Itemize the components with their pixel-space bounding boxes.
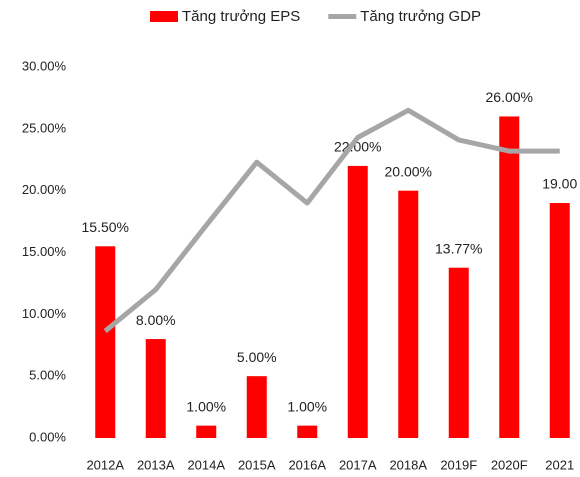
bar [246, 376, 267, 438]
x-tick-label: 2018A [389, 457, 427, 472]
data-label: 13.77% [435, 240, 482, 256]
data-label: 26.00% [486, 89, 533, 105]
bar [145, 339, 166, 438]
bar [448, 267, 469, 438]
data-label: 20.00% [385, 163, 432, 179]
bar [95, 246, 116, 438]
x-tick-label: 2019F [440, 457, 477, 472]
y-tick-label: 15.00% [22, 244, 67, 259]
legend-label: Tăng trưởng EPS [182, 8, 300, 25]
bar [297, 425, 318, 438]
y-tick-label: 25.00% [22, 120, 67, 135]
data-label: 15.50% [82, 219, 129, 235]
data-label: 8.00% [136, 312, 176, 328]
y-tick-label: 30.00% [22, 58, 67, 73]
x-tick-label: 2013A [137, 457, 175, 472]
y-tick-label: 20.00% [22, 182, 67, 197]
data-label: 1.00% [287, 398, 327, 414]
data-label: 1.00% [186, 398, 226, 414]
bar [549, 203, 570, 438]
y-tick-label: 10.00% [22, 306, 67, 321]
x-tick-label: 2016A [288, 457, 326, 472]
line [103, 107, 560, 333]
legend-label: Tăng trưởng GDP [360, 8, 481, 25]
x-tick-label: 2012A [86, 457, 124, 472]
x-tick-label: 2020F [491, 457, 528, 472]
data-label: 5.00% [237, 349, 277, 365]
bar [196, 425, 217, 438]
y-tick-label: 0.00% [29, 429, 66, 444]
legend-swatch [150, 11, 178, 22]
x-tick-label: 2015A [238, 457, 276, 472]
x-tick-label: 2021 [545, 457, 574, 472]
x-tick-label: 2014A [187, 457, 225, 472]
bar [398, 190, 419, 438]
bar [499, 116, 520, 438]
y-tick-label: 5.00% [29, 368, 66, 383]
bar [347, 165, 368, 438]
x-tick-label: 2017A [339, 457, 377, 472]
data-label: 19.00 [542, 176, 577, 192]
